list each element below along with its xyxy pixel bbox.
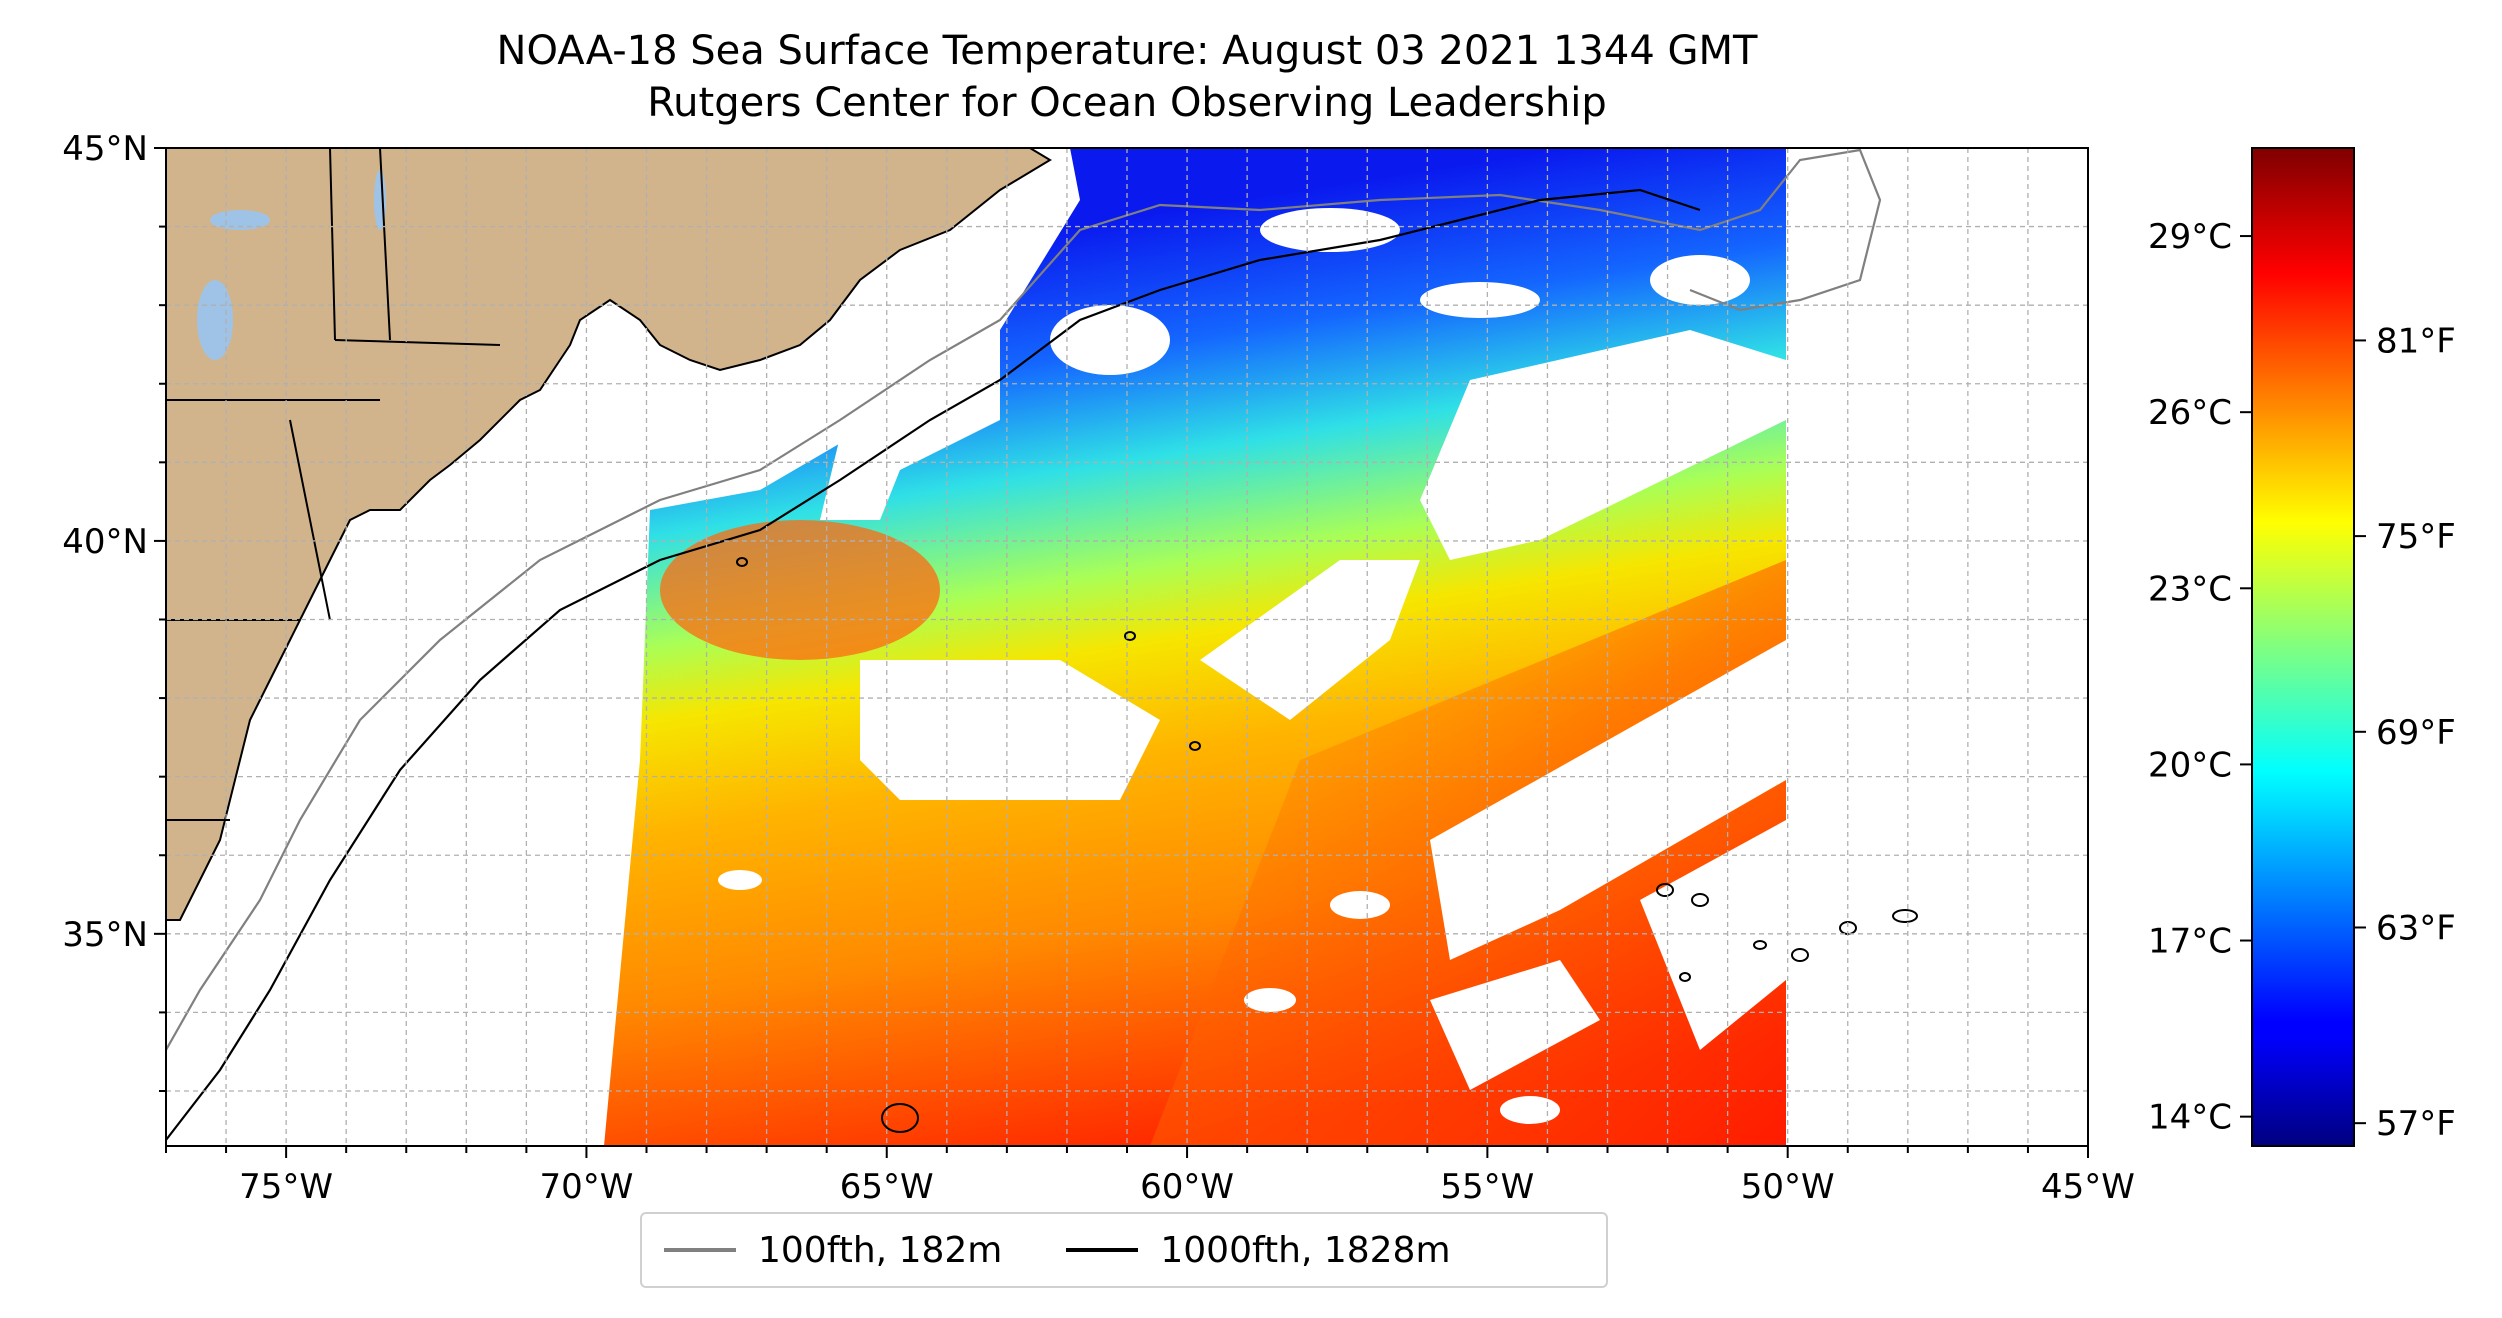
colorbar-celsius-axis: 14°C 17°C 20°C 23°C 26°C 29°C	[2148, 217, 2252, 1138]
legend-item-1000fth: 1000fth, 1828m	[1044, 1229, 1451, 1271]
contour-1000fth	[166, 188, 1701, 1141]
legend-swatch-1000fth	[1066, 1248, 1139, 1252]
cloud-mask	[718, 208, 1786, 1124]
colorbar-celsius-label: 23°C	[2148, 569, 2232, 609]
colorbar-fahrenheit-label: 57°F	[2376, 1104, 2456, 1144]
lon-tick-label: 75°W	[239, 1167, 333, 1207]
latitude-axis: 45°N 40°N 35°N	[62, 129, 166, 1092]
lon-tick-label: 55°W	[1440, 1167, 1534, 1207]
lon-tick-label: 70°W	[539, 1167, 633, 1207]
legend-item-100fth: 100fth, 182m	[642, 1230, 1002, 1271]
colorbar-fahrenheit-label: 69°F	[2376, 713, 2456, 753]
lakes	[197, 170, 386, 360]
colorbar-fahrenheit-label: 81°F	[2376, 321, 2456, 361]
colorbar-celsius-label: 14°C	[2148, 1098, 2232, 1138]
legend-label-1000fth: 1000fth, 1828m	[1160, 1229, 1451, 1271]
lon-tick-label: 45°W	[2041, 1167, 2135, 1207]
colorbar-celsius-label: 26°C	[2148, 393, 2232, 433]
legend-swatch-100fth	[664, 1248, 736, 1252]
colorbar	[2251, 147, 2355, 1147]
colorbar-celsius-label: 20°C	[2148, 745, 2232, 785]
colorbar-celsius-label: 29°C	[2148, 217, 2232, 257]
colorbar-fahrenheit-label: 75°F	[2376, 517, 2456, 557]
warm-eddy	[660, 520, 940, 660]
legend-label-100fth: 100fth, 182m	[758, 1229, 1003, 1271]
lon-tick-label: 60°W	[1140, 1167, 1234, 1207]
contour-100fth	[166, 148, 1882, 1051]
lat-tick-label: 45°N	[62, 129, 148, 169]
contour-legend: 100fth, 182m 1000fth, 1828m	[640, 1212, 1608, 1288]
lon-tick-label: 50°W	[1741, 1167, 1835, 1207]
map-plot-area	[166, 148, 1918, 1146]
colorbar-fahrenheit-label: 63°F	[2376, 908, 2456, 948]
lon-tick-label: 65°W	[840, 1167, 934, 1207]
lat-tick-label: 35°N	[62, 915, 148, 955]
map-title: NOAA-18 Sea Surface Temperature: August …	[496, 28, 1758, 74]
longitude-axis: 75°W 70°W 65°W 60°W 55°W 50°W 45°W	[165, 1146, 2135, 1207]
lat-tick-label: 40°N	[62, 522, 148, 562]
colorbar-celsius-label: 17°C	[2148, 922, 2232, 962]
gridlines	[165, 147, 2089, 1146]
map-subtitle: Rutgers Center for Ocean Observing Leade…	[647, 80, 1607, 126]
colorbar-fahrenheit-axis: 57°F 63°F 69°F 75°F 81°F	[2354, 321, 2456, 1144]
